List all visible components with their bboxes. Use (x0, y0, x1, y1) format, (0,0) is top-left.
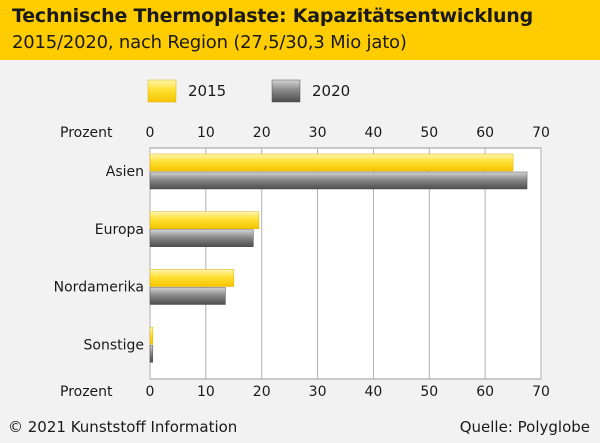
header-bar: Technische Thermoplaste: Kapazitätsentwi… (0, 0, 600, 60)
x-tick-label-bottom: 30 (309, 384, 327, 400)
source-note: Quelle: Polyglobe (459, 418, 590, 436)
category-label: Sonstige (84, 337, 145, 353)
legend-swatch-2015 (147, 79, 177, 103)
x-tick-label-bottom: 50 (420, 384, 438, 400)
x-tick-label-top: 50 (420, 125, 438, 141)
x-tick-label-top: 10 (197, 125, 215, 141)
legend-label-2015: 2015 (188, 82, 226, 100)
bar-2015-asien (149, 153, 514, 172)
x-axis-title-top: Prozent (60, 125, 113, 141)
x-tick-label-bottom: 70 (532, 384, 550, 400)
legend-swatch-2020 (271, 79, 301, 103)
category-label: Nordamerika (54, 280, 144, 296)
bar-2020-sonstige (149, 345, 154, 363)
x-axis-title-bottom: Prozent (60, 384, 113, 400)
x-tick-label-bottom: 60 (476, 384, 494, 400)
x-tick-label-bottom: 20 (253, 384, 271, 400)
x-tick-label-top: 60 (476, 125, 494, 141)
x-tick-label-top: 30 (309, 125, 327, 141)
bar-chart: 001010202030304040505060607070ProzentPro… (54, 79, 550, 400)
x-tick-label-bottom: 40 (365, 384, 383, 400)
legend-label-2020: 2020 (312, 82, 350, 100)
bar-2015-nordamerika (149, 269, 235, 287)
x-tick-label-bottom: 0 (146, 384, 155, 400)
bar-2020-europa (149, 229, 254, 247)
bar-2020-nordamerika (149, 287, 226, 305)
bar-2020-asien (149, 171, 528, 190)
category-label: Asien (106, 164, 144, 180)
x-tick-label-top: 70 (532, 125, 550, 141)
x-tick-label-top: 0 (146, 125, 155, 141)
category-label: Europa (95, 222, 144, 238)
bar-2015-europa (149, 211, 260, 229)
bar-2015-sonstige (149, 327, 154, 345)
chart-subtitle: 2015/2020, nach Region (27,5/30,3 Mio ja… (12, 32, 407, 53)
chart-title: Technische Thermoplaste: Kapazitätsentwi… (12, 5, 534, 27)
x-tick-label-top: 20 (253, 125, 271, 141)
copyright-note: © 2021 Kunststoff Information (8, 418, 238, 436)
x-tick-label-bottom: 10 (197, 384, 215, 400)
x-tick-label-top: 40 (365, 125, 383, 141)
